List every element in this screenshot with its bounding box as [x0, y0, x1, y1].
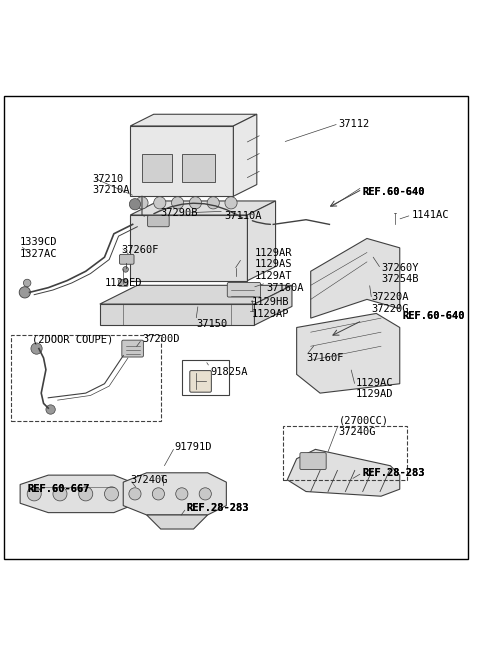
Text: 1129HB
1129AP: 1129HB 1129AP [252, 297, 289, 318]
Circle shape [176, 488, 188, 500]
Text: REF.60-640: REF.60-640 [402, 310, 465, 321]
Polygon shape [247, 201, 276, 280]
Polygon shape [20, 475, 137, 513]
Text: REF.28-283: REF.28-283 [187, 503, 249, 513]
Text: REF.28-283: REF.28-283 [362, 468, 425, 477]
Polygon shape [297, 314, 400, 393]
Circle shape [53, 487, 67, 501]
Circle shape [171, 196, 184, 209]
Polygon shape [130, 126, 233, 196]
Text: REF.60-667: REF.60-667 [27, 484, 90, 494]
Text: 1129AR
1129AS
1129AT: 1129AR 1129AS 1129AT [254, 248, 292, 281]
Text: 1339CD
1327AC: 1339CD 1327AC [20, 237, 58, 259]
Polygon shape [100, 286, 292, 304]
Polygon shape [233, 114, 257, 196]
Text: 91791D: 91791D [175, 442, 212, 452]
Text: REF.28-283: REF.28-283 [187, 503, 249, 513]
Text: 1129ED: 1129ED [105, 278, 142, 288]
Polygon shape [130, 114, 257, 126]
Circle shape [225, 196, 237, 209]
Circle shape [199, 488, 211, 500]
Text: 1141AC: 1141AC [411, 210, 449, 220]
Circle shape [24, 279, 31, 287]
Text: REF.60-640: REF.60-640 [362, 187, 425, 196]
Text: 37220A
37220G: 37220A 37220G [372, 292, 409, 314]
Text: 37290B: 37290B [161, 208, 198, 217]
Circle shape [123, 267, 128, 272]
FancyBboxPatch shape [148, 215, 169, 227]
Text: (2DOOR COUPE): (2DOOR COUPE) [32, 334, 113, 345]
Circle shape [189, 196, 202, 209]
FancyBboxPatch shape [119, 280, 128, 286]
Polygon shape [142, 154, 172, 182]
Text: 37260Y
37254B: 37260Y 37254B [381, 263, 419, 284]
Polygon shape [182, 154, 215, 182]
Circle shape [79, 487, 93, 501]
Text: 37150: 37150 [196, 319, 227, 329]
Circle shape [136, 196, 148, 209]
Text: REF.60-640: REF.60-640 [362, 187, 425, 196]
Text: 37160F: 37160F [306, 353, 344, 363]
Text: REF.28-283: REF.28-283 [362, 468, 425, 477]
Polygon shape [130, 201, 276, 215]
Text: 37112: 37112 [339, 119, 370, 128]
Text: REF.60-640: REF.60-640 [402, 310, 465, 321]
Circle shape [31, 343, 42, 354]
Polygon shape [123, 473, 227, 515]
Circle shape [129, 198, 141, 210]
Text: 37110A: 37110A [224, 211, 262, 221]
FancyBboxPatch shape [120, 254, 134, 264]
Polygon shape [147, 515, 208, 529]
Circle shape [152, 488, 165, 500]
Text: 1129AC
1129AD: 1129AC 1129AD [355, 378, 393, 400]
Text: 37260F: 37260F [121, 245, 158, 255]
Polygon shape [311, 238, 400, 318]
Circle shape [105, 487, 119, 501]
Circle shape [154, 196, 166, 209]
Circle shape [46, 405, 55, 414]
Text: 37210
37210A: 37210 37210A [93, 174, 130, 195]
Text: 37200D: 37200D [142, 334, 180, 345]
Polygon shape [130, 215, 247, 280]
FancyBboxPatch shape [228, 282, 261, 297]
Circle shape [27, 487, 41, 501]
FancyBboxPatch shape [300, 453, 326, 470]
Polygon shape [254, 286, 292, 325]
Polygon shape [100, 304, 254, 325]
Text: 37240G: 37240G [130, 475, 168, 485]
FancyBboxPatch shape [190, 371, 211, 392]
Text: (2700CC)
37240G: (2700CC) 37240G [339, 415, 389, 437]
Circle shape [129, 488, 141, 500]
Polygon shape [287, 449, 400, 496]
Text: 37160A: 37160A [266, 283, 304, 293]
FancyBboxPatch shape [122, 340, 144, 357]
Text: 91825A: 91825A [210, 367, 248, 377]
Text: REF.60-667: REF.60-667 [27, 484, 90, 494]
Circle shape [207, 196, 219, 209]
Circle shape [19, 287, 30, 298]
